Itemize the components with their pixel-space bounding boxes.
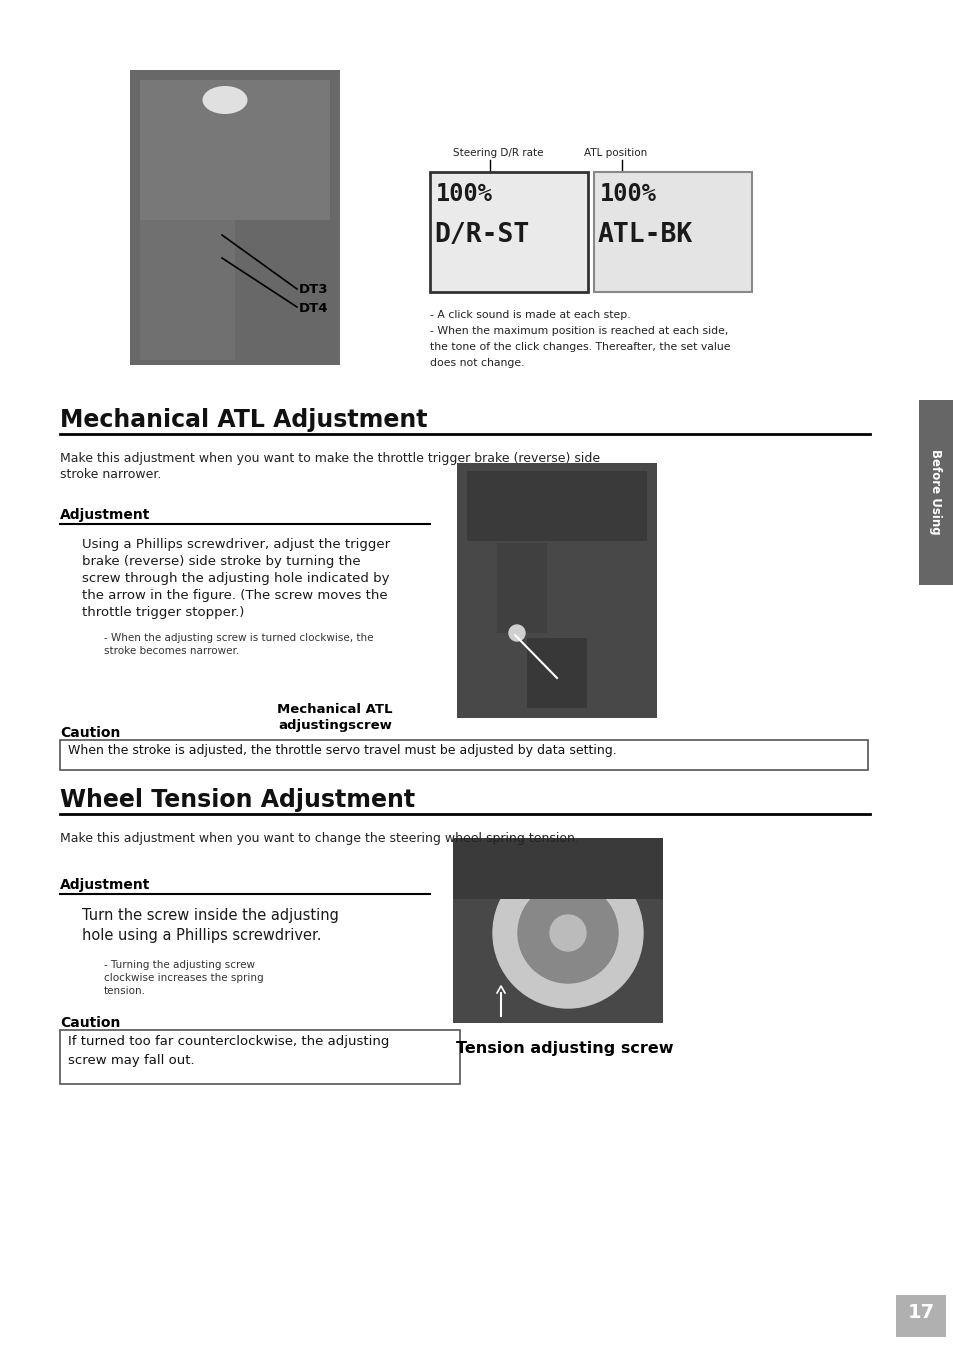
Text: Turn the screw inside the adjusting: Turn the screw inside the adjusting — [82, 909, 338, 923]
Text: D/R-ST: D/R-ST — [434, 221, 529, 248]
Text: If turned too far counterclockwise, the adjusting: If turned too far counterclockwise, the … — [68, 1035, 389, 1048]
Text: Wheel Tension Adjustment: Wheel Tension Adjustment — [60, 788, 415, 811]
Circle shape — [517, 883, 618, 983]
Circle shape — [550, 915, 585, 950]
Text: Using a Phillips screwdriver, adjust the trigger: Using a Phillips screwdriver, adjust the… — [82, 539, 390, 551]
Text: does not change.: does not change. — [430, 358, 524, 369]
Text: - When the adjusting screw is turned clockwise, the: - When the adjusting screw is turned clo… — [104, 633, 374, 643]
Text: Tension adjusting screw: Tension adjusting screw — [456, 1041, 673, 1056]
Bar — [60, 1030, 459, 1084]
Text: hole using a Phillips screwdriver.: hole using a Phillips screwdriver. — [82, 927, 321, 944]
Text: Make this adjustment when you want to make the throttle trigger brake (reverse) : Make this adjustment when you want to ma… — [60, 452, 599, 464]
Text: Adjustment: Adjustment — [60, 508, 151, 522]
Text: Before Using: Before Using — [928, 450, 942, 535]
Circle shape — [493, 859, 642, 1008]
Text: - A click sound is made at each step.: - A click sound is made at each step. — [430, 310, 630, 320]
Text: adjustingscrew: adjustingscrew — [277, 720, 392, 732]
Text: Caution: Caution — [60, 726, 120, 740]
Text: stroke narrower.: stroke narrower. — [60, 468, 161, 481]
Text: stroke becomes narrower.: stroke becomes narrower. — [104, 647, 239, 656]
Text: Make this adjustment when you want to change the steering wheel spring tension.: Make this adjustment when you want to ch… — [60, 832, 578, 845]
Text: Adjustment: Adjustment — [60, 878, 151, 892]
Text: Steering D/R rate: Steering D/R rate — [453, 148, 543, 158]
Bar — [497, 543, 546, 633]
Bar — [895, 1295, 945, 1336]
Text: tension.: tension. — [104, 986, 146, 996]
Text: the arrow in the figure. (The screw moves the: the arrow in the figure. (The screw move… — [82, 589, 387, 602]
Text: 100%: 100% — [436, 182, 493, 207]
Text: Mechanical ATL: Mechanical ATL — [277, 703, 393, 716]
Text: clockwise increases the spring: clockwise increases the spring — [104, 973, 263, 983]
Bar — [453, 838, 662, 899]
Text: ATL-BK: ATL-BK — [598, 221, 693, 248]
Text: screw through the adjusting hole indicated by: screw through the adjusting hole indicat… — [82, 572, 389, 585]
Bar — [453, 838, 662, 1023]
Circle shape — [509, 625, 524, 641]
Bar — [456, 463, 657, 718]
Text: 100%: 100% — [599, 182, 657, 207]
Text: the tone of the click changes. Thereafter, the set value: the tone of the click changes. Thereafte… — [430, 342, 730, 352]
Bar — [430, 171, 587, 292]
Bar — [60, 740, 867, 770]
Bar — [526, 639, 586, 707]
Text: - Turning the adjusting screw: - Turning the adjusting screw — [104, 960, 254, 971]
Text: - When the maximum position is reached at each side,: - When the maximum position is reached a… — [430, 325, 727, 336]
Text: brake (reverse) side stroke by turning the: brake (reverse) side stroke by turning t… — [82, 555, 360, 568]
Text: 17: 17 — [906, 1303, 934, 1322]
Text: ATL position: ATL position — [583, 148, 646, 158]
Bar — [467, 471, 646, 541]
Text: DT4: DT4 — [298, 302, 328, 315]
Bar — [918, 400, 953, 585]
Ellipse shape — [202, 86, 247, 113]
Text: throttle trigger stopper.): throttle trigger stopper.) — [82, 606, 244, 620]
Text: DT3: DT3 — [298, 284, 328, 296]
Bar — [594, 171, 751, 292]
Bar — [140, 220, 234, 360]
Text: Caution: Caution — [60, 1017, 120, 1030]
Text: Mechanical ATL Adjustment: Mechanical ATL Adjustment — [60, 408, 427, 432]
Bar — [140, 80, 330, 220]
Bar — [130, 70, 339, 364]
Text: screw may fall out.: screw may fall out. — [68, 1054, 194, 1067]
Text: When the stroke is adjusted, the throttle servo travel must be adjusted by data : When the stroke is adjusted, the throttl… — [68, 744, 616, 757]
